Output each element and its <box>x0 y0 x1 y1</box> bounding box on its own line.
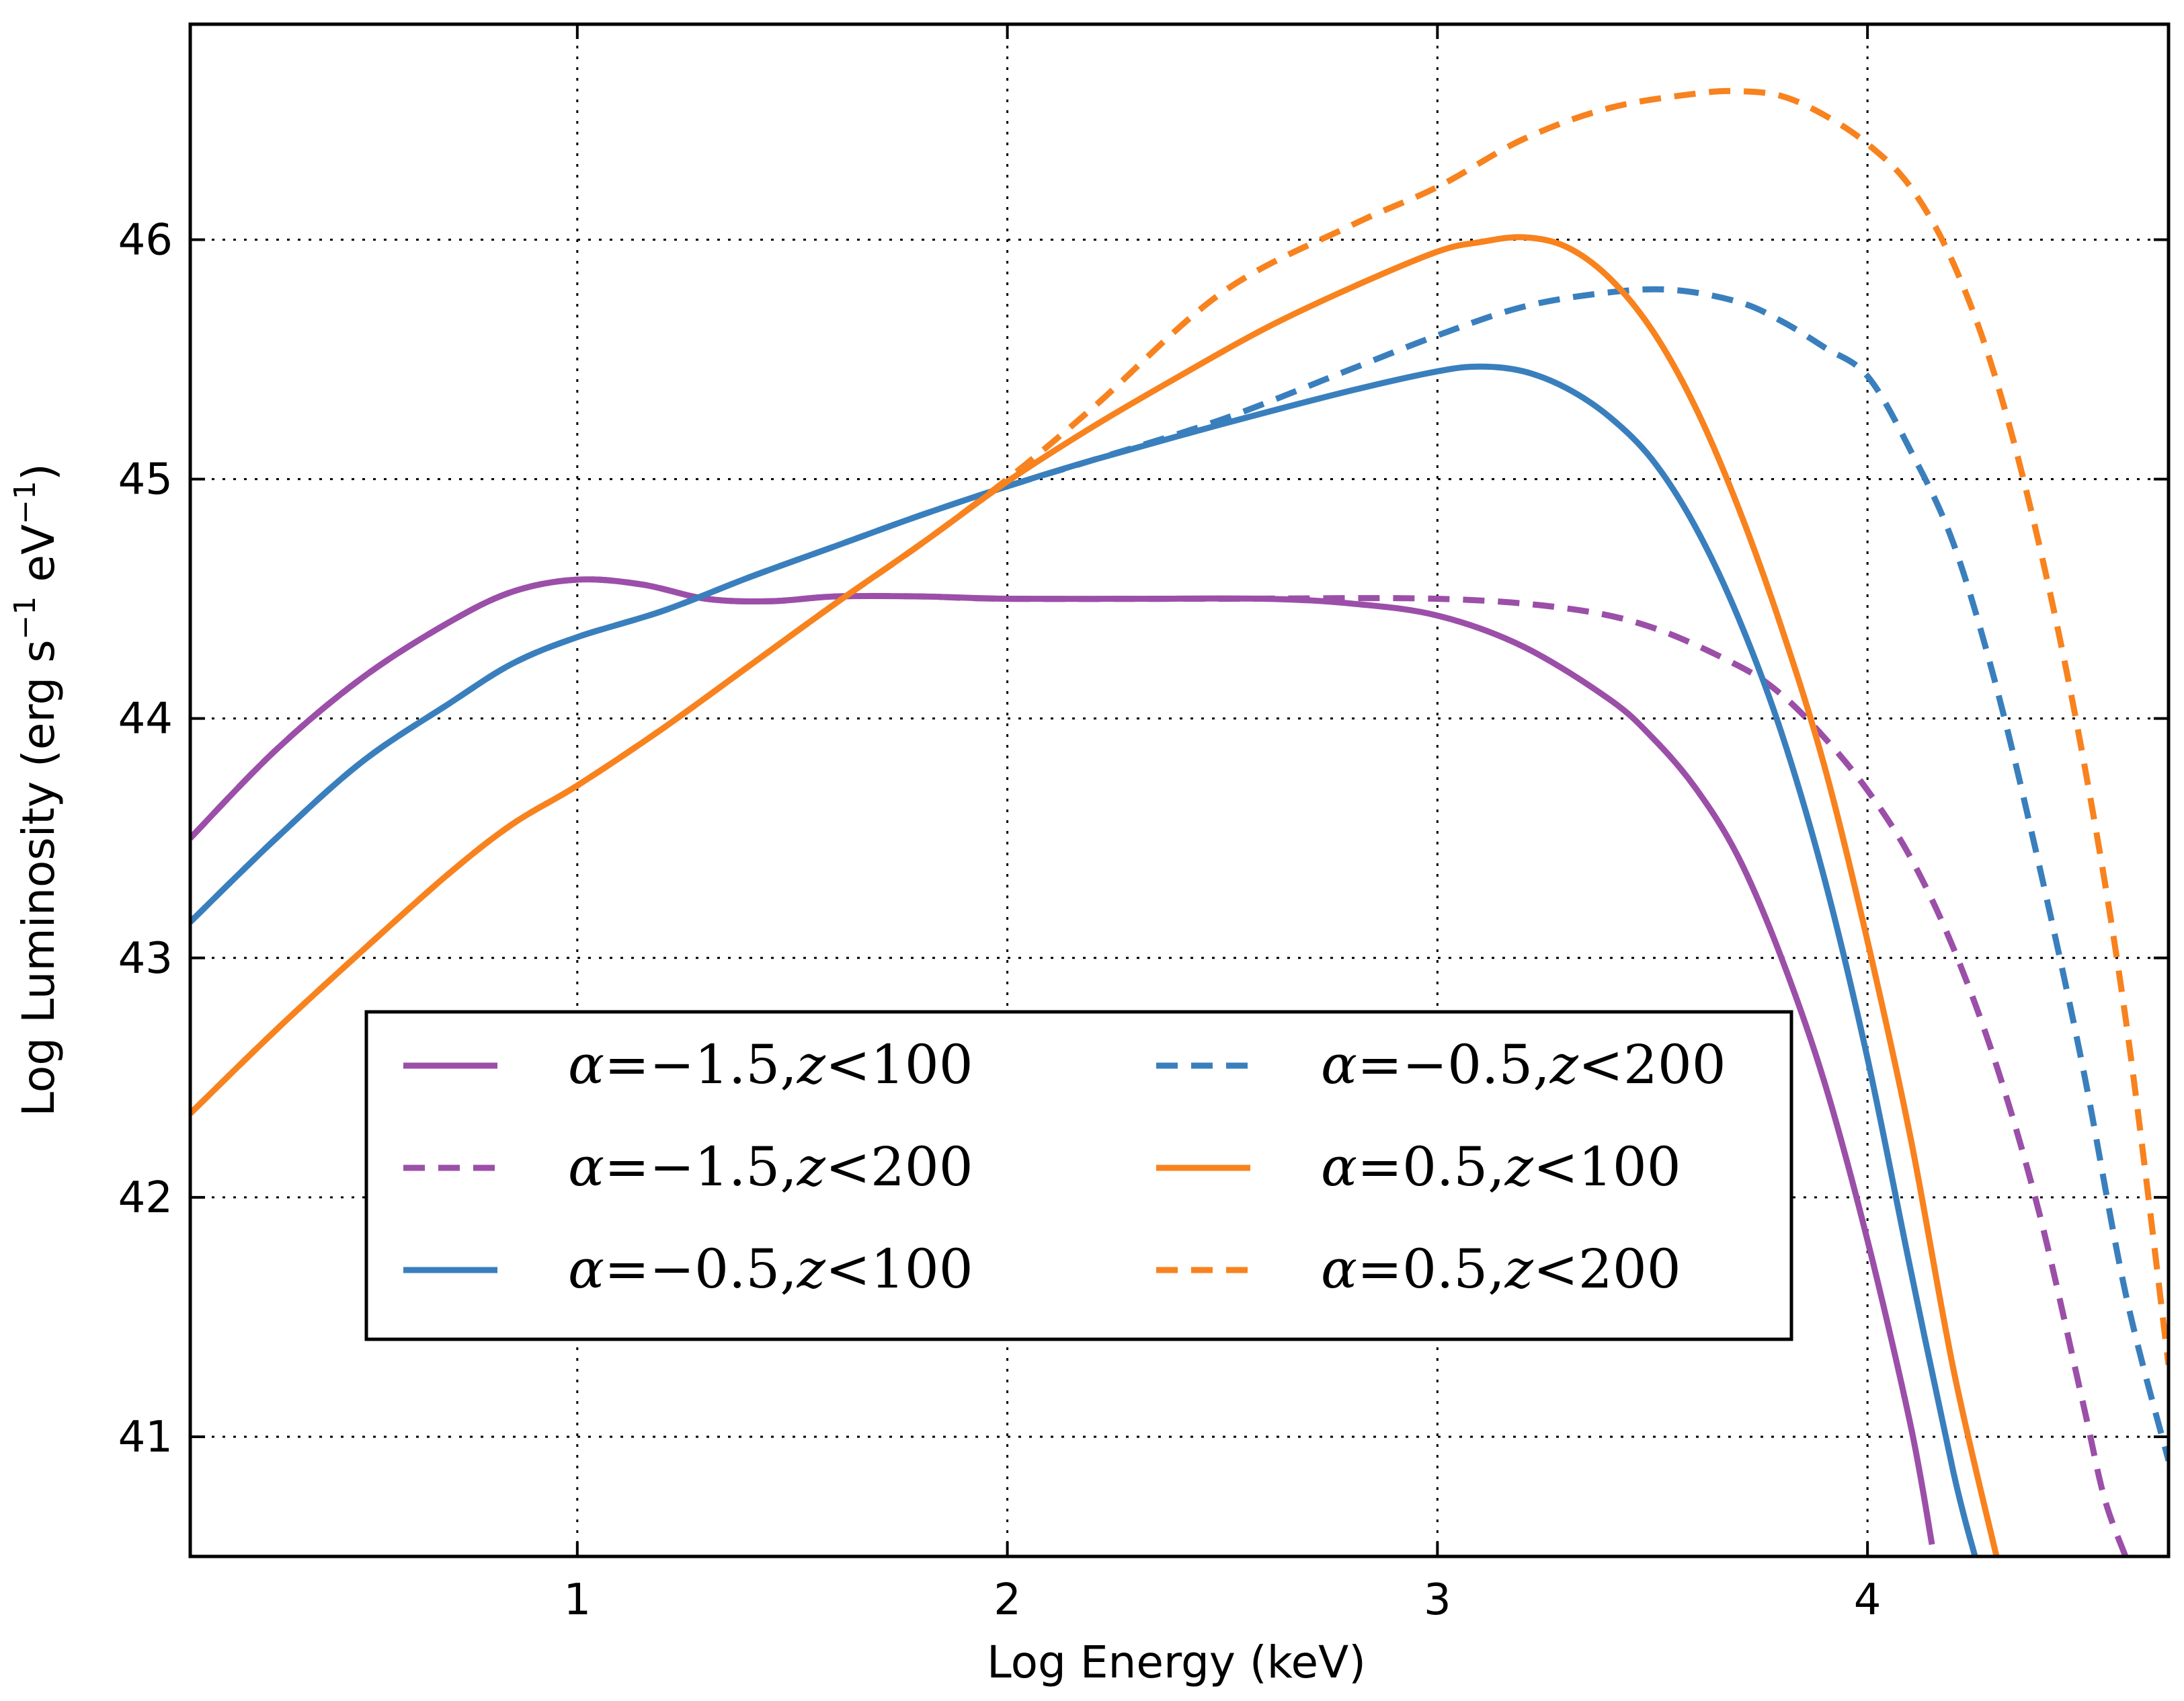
x-tick-label: 1 <box>563 1575 591 1625</box>
series-line-6 <box>190 87 2169 1366</box>
x-tick-label: 4 <box>1854 1575 1882 1625</box>
y-tick-label: 46 <box>118 215 173 265</box>
y-tick-label: 43 <box>118 934 173 984</box>
x-axis-label: Log Energy (keV) <box>987 1636 1366 1688</box>
y-tick-label: 44 <box>118 695 173 744</box>
plot-frame <box>188 22 2171 1558</box>
series-line-3 <box>190 363 1978 1556</box>
legend: α=−1.5,z<100 α=−1.5,z<200 α=−0.5,z<100 α=−0… <box>364 1010 1793 1341</box>
legend-box <box>364 1010 1793 1341</box>
y-tick-label: 45 <box>118 455 173 505</box>
x-tick-label: 3 <box>1424 1575 1451 1625</box>
series-line-4 <box>190 286 2169 1462</box>
legend-label: α=−1.5,z<100 <box>568 1033 973 1096</box>
legend-label: α=−1.5,z<200 <box>568 1136 973 1198</box>
y-tick-label: 42 <box>118 1173 173 1223</box>
series-line-2 <box>190 576 2129 1556</box>
y-axis-label: Log Luminosity (erg s−1 eV−1) <box>8 463 65 1117</box>
legend-label: α=0.5,z<100 <box>1321 1136 1681 1198</box>
legend-label: α=−0.5,z<100 <box>568 1238 973 1300</box>
y-tick-label: 41 <box>118 1413 173 1462</box>
legend-label: α=−0.5,z<200 <box>1321 1033 1726 1096</box>
legend-label: α=0.5,z<200 <box>1321 1238 1681 1300</box>
x-tick-label: 2 <box>994 1575 1021 1625</box>
axis-ticks: 1 2 3 4 41 42 43 44 45 46 <box>118 24 2169 1625</box>
series-line-5 <box>190 234 2000 1556</box>
series-lines <box>190 87 2169 1556</box>
